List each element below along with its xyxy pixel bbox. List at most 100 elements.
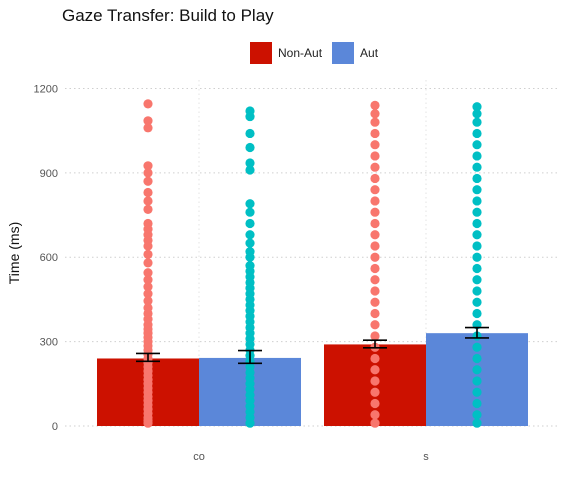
- data-point: [370, 353, 380, 364]
- data-point: [370, 196, 380, 206]
- legend-swatch-aut: [332, 42, 355, 64]
- data-point: [370, 241, 380, 251]
- data-point: [472, 342, 482, 352]
- data-point: [370, 418, 380, 428]
- chart-title: Gaze Transfer: Build to Play: [62, 6, 274, 25]
- data-point: [472, 308, 482, 319]
- data-point: [472, 230, 482, 240]
- data-point: [472, 109, 482, 119]
- data-point: [472, 218, 482, 229]
- data-point: [143, 123, 153, 133]
- data-point: [245, 165, 255, 175]
- data-point: [370, 320, 380, 330]
- data-point: [143, 99, 153, 109]
- data-point: [245, 238, 255, 248]
- data-point: [245, 128, 255, 139]
- data-point: [370, 286, 380, 296]
- y-tick-label: 300: [40, 337, 58, 349]
- data-point: [245, 246, 255, 257]
- data-point: [472, 151, 482, 161]
- data-point: [370, 376, 380, 386]
- data-point: [370, 128, 380, 139]
- data-point: [245, 199, 255, 209]
- data-point: [472, 297, 482, 307]
- data-point: [143, 187, 153, 198]
- data-point: [472, 365, 482, 375]
- legend-swatch-non-aut: [250, 42, 272, 64]
- data-point: [472, 376, 482, 386]
- y-axis-title: Time (ms): [6, 222, 22, 284]
- data-point: [245, 106, 255, 116]
- y-tick-label: 1200: [34, 83, 58, 95]
- data-point: [245, 142, 255, 153]
- data-point: [370, 263, 380, 274]
- x-tick-label-s: s: [423, 451, 429, 463]
- data-point: [370, 308, 380, 319]
- data-point: [143, 176, 153, 186]
- data-point: [472, 263, 482, 274]
- y-tick-label: 0: [52, 421, 58, 433]
- data-point: [370, 365, 380, 375]
- data-point: [143, 275, 153, 285]
- data-point: [143, 258, 153, 268]
- data-point: [472, 140, 482, 150]
- data-point: [472, 398, 482, 409]
- data-point: [143, 289, 153, 299]
- data-point: [370, 173, 380, 184]
- data-point: [472, 162, 482, 172]
- legend-item-non-aut: Non-Aut: [250, 42, 322, 64]
- data-point: [370, 297, 380, 307]
- data-point: [472, 275, 482, 285]
- data-point: [472, 410, 482, 420]
- x-tick-label-co: co: [193, 451, 205, 463]
- data-point: [143, 303, 153, 313]
- data-point: [245, 158, 255, 168]
- data-point: [143, 249, 153, 260]
- data-point: [143, 168, 153, 178]
- data-point: [245, 207, 255, 217]
- data-point: [370, 100, 380, 110]
- y-tick-label: 900: [40, 168, 58, 180]
- legend-label-aut: Aut: [360, 46, 379, 60]
- legend-label-non-aut: Non-Aut: [278, 46, 323, 60]
- data-point: [472, 207, 482, 217]
- data-point: [370, 230, 380, 240]
- data-point: [472, 387, 482, 397]
- data-point: [370, 275, 380, 285]
- data-point: [472, 117, 482, 127]
- data-point: [370, 185, 380, 195]
- data-point: [472, 173, 482, 184]
- data-point: [143, 268, 153, 278]
- data-point: [370, 410, 380, 420]
- data-point: [472, 102, 482, 112]
- data-point: [245, 218, 255, 229]
- y-tick-label: 600: [40, 252, 58, 264]
- legend-item-aut: Aut: [332, 42, 378, 64]
- data-point: [143, 161, 153, 171]
- data-point: [370, 151, 380, 161]
- data-point: [472, 241, 482, 251]
- data-point: [472, 286, 482, 296]
- data-point: [472, 196, 482, 206]
- data-point: [370, 207, 380, 217]
- data-point: [370, 162, 380, 172]
- data-point: [370, 218, 380, 229]
- data-point: [245, 230, 255, 240]
- data-point: [370, 331, 380, 341]
- data-point: [370, 398, 380, 409]
- legend: Non-Aut Aut: [250, 42, 378, 64]
- data-point: [472, 418, 482, 428]
- data-point: [370, 252, 380, 262]
- data-point: [370, 140, 380, 150]
- data-point: [143, 196, 153, 206]
- data-point: [143, 116, 153, 126]
- data-point: [472, 252, 482, 262]
- data-point: [143, 296, 153, 306]
- data-point: [472, 185, 482, 195]
- data-point: [370, 387, 380, 397]
- data-point: [472, 353, 482, 364]
- data-point: [143, 282, 153, 292]
- data-point: [245, 261, 255, 271]
